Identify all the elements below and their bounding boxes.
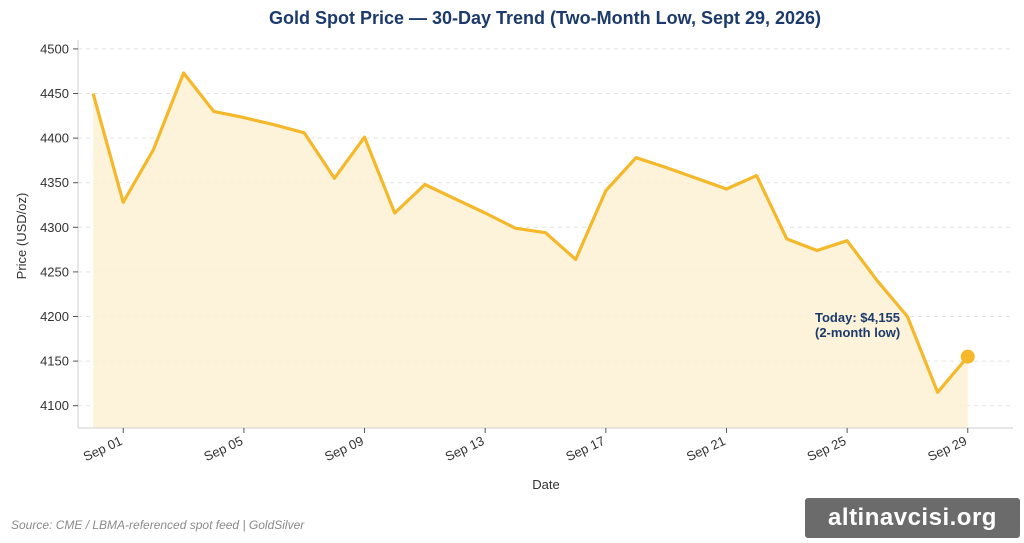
price-line — [91, 71, 970, 394]
site-watermark: altinavcisi.org — [805, 498, 1020, 538]
x-tick-label-3: Sep 13 — [443, 433, 487, 464]
y-tick-label-5: 4350 — [40, 175, 69, 190]
x-tick-label-1: Sep 05 — [201, 433, 245, 464]
y-tick-label-1: 4150 — [40, 354, 69, 369]
y-tick-label-8: 4500 — [40, 41, 69, 56]
x-tick-label-6: Sep 25 — [805, 433, 849, 464]
today-annotation: Today: $4,155 — [815, 310, 900, 325]
chart-title: Gold Spot Price — 30-Day Trend (Two-Mont… — [269, 8, 821, 28]
today-marker — [960, 349, 975, 364]
area-fill — [93, 73, 968, 428]
y-tick-label-7: 4450 — [40, 86, 69, 101]
x-tick-label-7: Sep 29 — [925, 433, 969, 464]
y-axis-label: Price (USD/oz) — [14, 193, 29, 280]
y-tick-label-4: 4300 — [40, 220, 69, 235]
y-axis-ticks: 4100 4150 4200 4250 4300 4350 4400 4450 4500 — [40, 41, 78, 413]
y-tick-label-3: 4250 — [40, 264, 69, 279]
y-tick-label-2: 4200 — [40, 309, 69, 324]
x-tick-label-2: Sep 09 — [322, 433, 366, 464]
axes — [77, 40, 1013, 429]
x-axis-label: Date — [532, 477, 559, 492]
x-tick-label-5: Sep 21 — [684, 433, 728, 464]
x-axis-ticks: Sep 01 Sep 05 Sep 09 Sep 13 Sep 17 Sep 21 Sep … — [81, 428, 969, 464]
x-tick-label-4: Sep 17 — [563, 433, 607, 464]
y-tick-label-0: 4100 — [40, 398, 69, 413]
y-tick-label-6: 4400 — [40, 131, 69, 146]
x-tick-label-0: Sep 01 — [81, 433, 125, 464]
two-month-low-annotation: (2-month low) — [815, 325, 900, 340]
source-note: Source: CME / LBMA-referenced spot feed … — [11, 518, 305, 532]
